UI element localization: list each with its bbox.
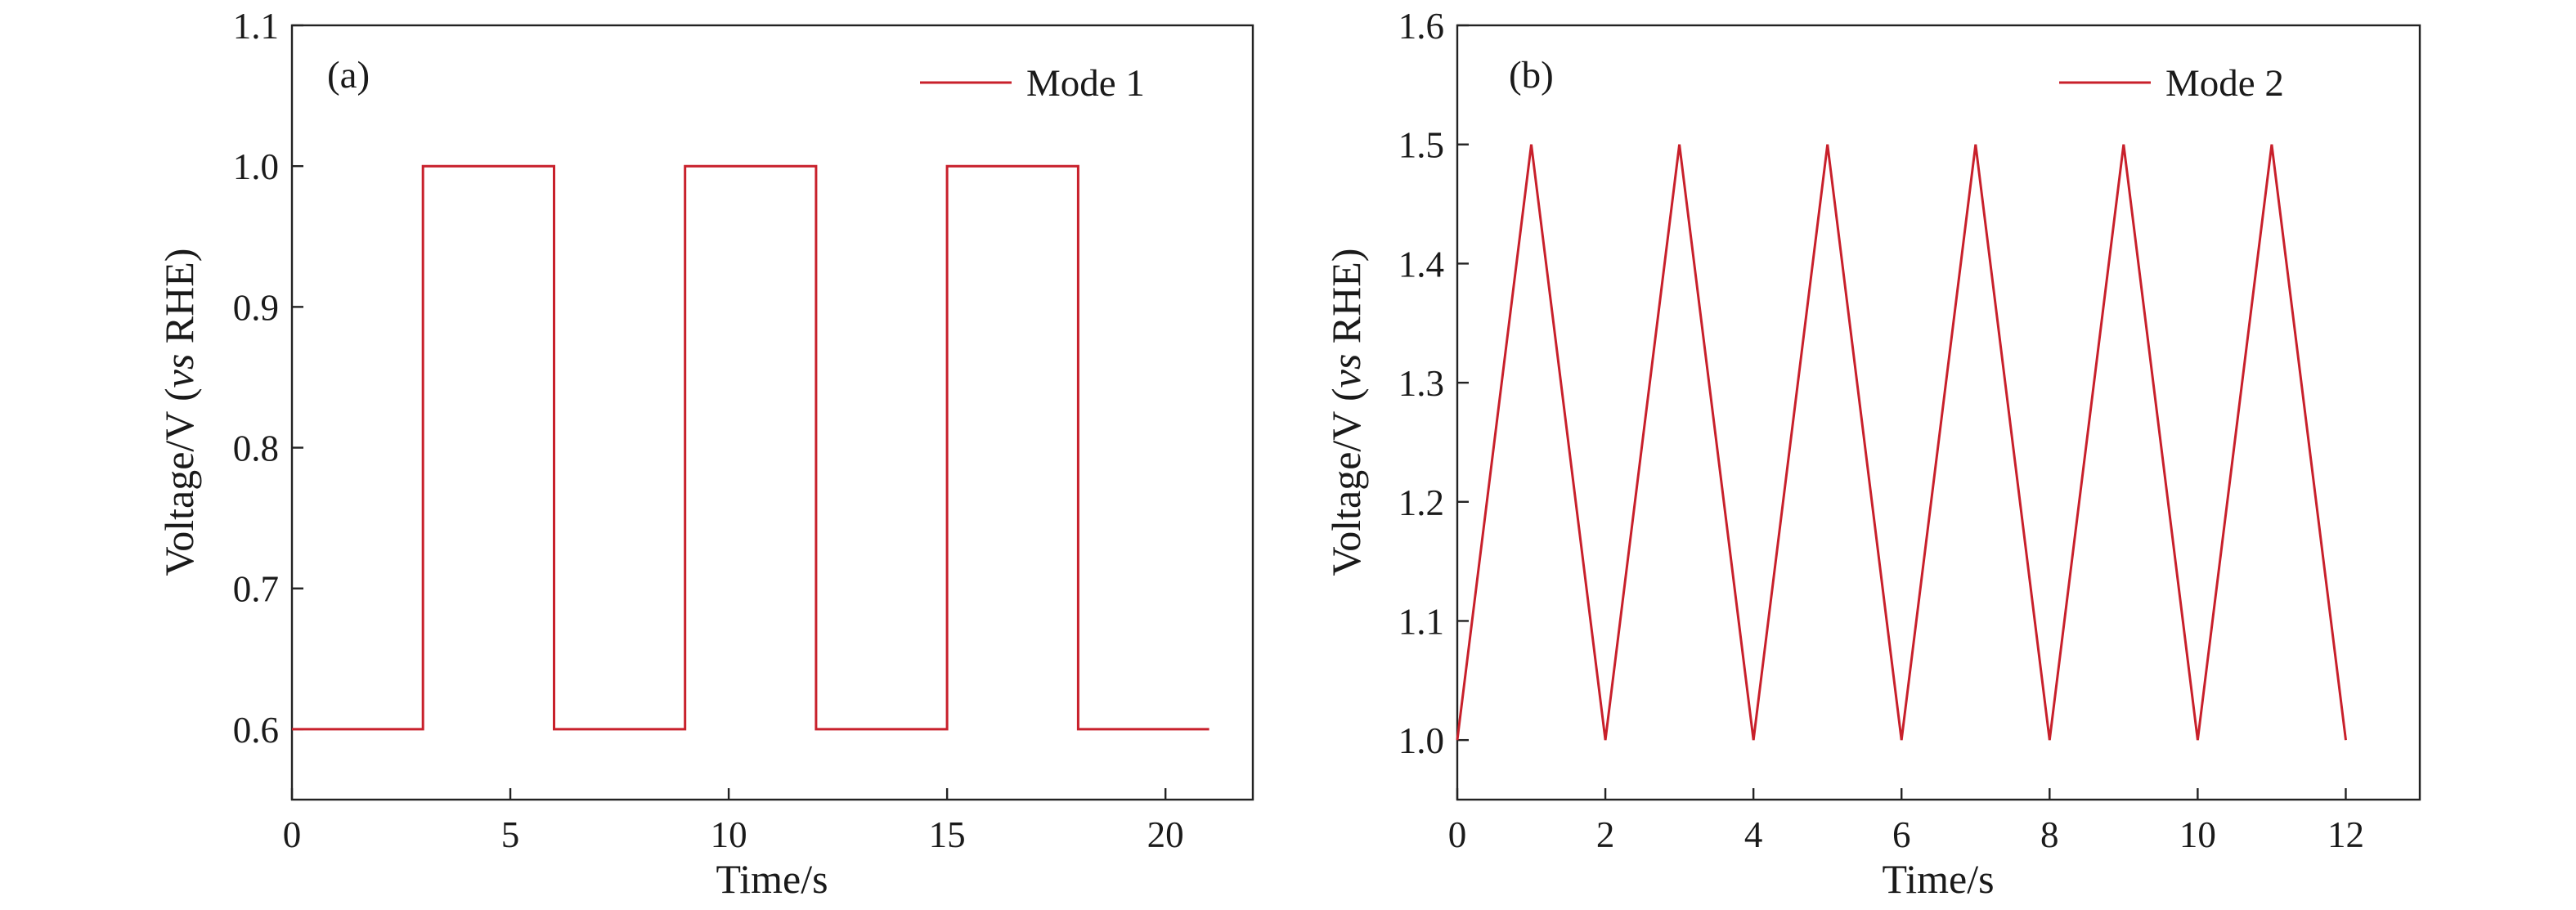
x-axis-label-a: Time/s xyxy=(716,856,828,902)
plot-frame-a xyxy=(290,24,1254,801)
y-axis-label-b: Voltage/V (vs RHE) xyxy=(1323,249,1369,576)
x-tick-label-b-5: 10 xyxy=(2179,814,2216,855)
panel-label-b: (b) xyxy=(1509,54,1554,96)
y-tick-label-b-2: 1.2 xyxy=(1398,482,1444,523)
x-tick-label-b-6: 12 xyxy=(2327,814,2364,855)
x-tick-label-a-3: 15 xyxy=(929,814,966,855)
series-line-b-0 xyxy=(1456,144,2347,741)
x-tick-label-a-4: 20 xyxy=(1147,814,1184,855)
x-tick-label-b-1: 2 xyxy=(1596,814,1615,855)
x-tick-label-b-0: 0 xyxy=(1448,814,1467,855)
y-axis-label-b-main: Voltage/V ( xyxy=(1323,388,1369,576)
y-tick-label-b-5: 1.5 xyxy=(1398,125,1444,166)
plot-frame-b xyxy=(1456,24,2421,801)
x-axis-label-b: Time/s xyxy=(1882,856,1994,902)
y-tick-label-b-0: 1.0 xyxy=(1398,720,1444,761)
series-group-a xyxy=(292,164,1209,731)
series-group-b xyxy=(1456,144,2347,741)
y-tick-label-b-6: 1.6 xyxy=(1398,6,1444,47)
legend-b: Mode 2 xyxy=(2059,62,2284,105)
panel-label-a: (a) xyxy=(327,54,370,96)
x-tick-label-a-2: 10 xyxy=(711,814,747,855)
y-tick-label-a-3: 0.9 xyxy=(233,287,279,328)
legend-label-mode-1: Mode 1 xyxy=(1026,62,1145,105)
x-tick-label-b-3: 6 xyxy=(1892,814,1911,855)
y-tick-label-a-0: 0.6 xyxy=(233,710,279,751)
legend-a: Mode 1 xyxy=(920,62,1145,105)
y-axis-label-b-rest: RHE) xyxy=(1323,249,1369,354)
y-axis-label-a-rest: RHE) xyxy=(156,249,202,354)
y-tick-label-a-4: 1.0 xyxy=(233,146,279,187)
legend-label-mode-2: Mode 2 xyxy=(2165,62,2284,105)
x-tick-label-b-2: 4 xyxy=(1744,814,1763,855)
panel-a: (a) 0 5 10 15 20 0.6 0.7 0.8 0.9 1.0 1.1 Mode 1 Ti… xyxy=(156,6,1254,902)
y-tick-label-a-1: 0.7 xyxy=(233,569,279,610)
y-tick-label-a-2: 0.8 xyxy=(233,428,279,469)
series-line-a-0 xyxy=(292,164,1209,731)
y-axis-label-b-italic: vs xyxy=(1323,354,1369,388)
y-tick-label-a-5: 1.1 xyxy=(233,6,279,47)
tick-group-a: 0 5 10 15 20 0.6 0.7 0.8 0.9 1.0 1.1 xyxy=(233,6,1184,855)
panel-b: (b) 0 2 4 6 8 10 12 1.0 1.1 1.2 1.3 1.4 1.5 1.6 Mode … xyxy=(1323,6,2421,902)
y-tick-label-b-3: 1.3 xyxy=(1398,363,1444,404)
x-tick-label-a-1: 5 xyxy=(501,814,520,855)
y-axis-label-a: Voltage/V (vs RHE) xyxy=(156,249,202,576)
x-tick-label-b-4: 8 xyxy=(2040,814,2059,855)
y-tick-label-b-4: 1.4 xyxy=(1398,244,1444,285)
y-axis-label-a-italic: vs xyxy=(156,354,202,388)
tick-group-b: 0 2 4 6 8 10 12 1.0 1.1 1.2 1.3 1.4 1.5 1.6 xyxy=(1398,6,2364,855)
x-tick-label-a-0: 0 xyxy=(283,814,302,855)
y-axis-label-a-main: Voltage/V ( xyxy=(156,388,202,576)
y-tick-label-b-1: 1.1 xyxy=(1398,601,1444,642)
